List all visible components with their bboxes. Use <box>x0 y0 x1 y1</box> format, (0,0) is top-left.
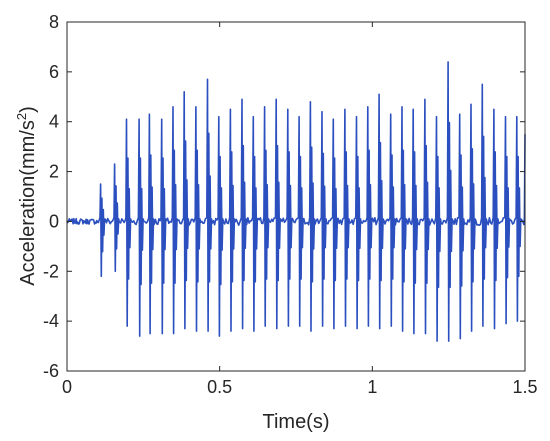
x-axis-title: Time(s) <box>262 411 329 433</box>
tick-labels: 0 0.5 1 1.5 -6 -4 -2 0 2 4 6 8 <box>43 12 538 397</box>
x-tick-label: 0.5 <box>207 377 232 397</box>
plot-frame <box>66 21 526 372</box>
y-axis-title-close: ) <box>17 106 39 113</box>
y-axis-title-main: Acceleration(mm/s <box>17 120 39 286</box>
axes <box>66 21 526 372</box>
y-tick-label: 4 <box>49 112 59 132</box>
y-tick-label: 2 <box>49 162 59 182</box>
y-tick-label: -4 <box>43 311 59 331</box>
x-tick-label: 1 <box>367 377 377 397</box>
y-tick-label: 0 <box>49 211 59 231</box>
x-tick-label: 1.5 <box>512 377 537 397</box>
y-axis-title: Acceleration(mm/s2) <box>14 106 39 286</box>
y-axis-title-superscript: 2 <box>14 113 29 120</box>
x-tick-label: 0 <box>62 377 72 397</box>
y-tick-label: 8 <box>49 12 59 32</box>
signal-line <box>66 61 526 342</box>
plot-area <box>66 61 526 342</box>
y-tick-label: -6 <box>43 361 59 381</box>
y-tick-label: -2 <box>43 261 59 281</box>
y-tick-label: 6 <box>49 62 59 82</box>
